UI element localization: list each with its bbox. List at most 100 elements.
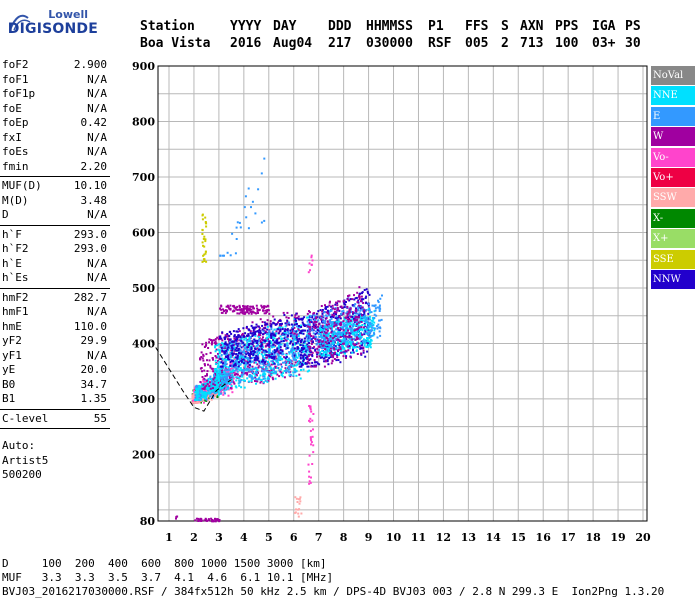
data-point-nne [217,390,220,393]
data-point-vo [308,475,311,478]
data-point-w [259,339,262,342]
data-point-nnw [248,343,251,345]
header-row2-cell: Boa Vista [140,36,211,51]
data-point-nne [345,341,348,344]
data-point-nne [367,307,370,310]
data-point-nne [297,335,300,338]
data-point-nne [318,326,321,329]
data-point-nnw [343,306,346,309]
data-point-nnw [229,361,232,363]
data-point-nnw [333,336,336,339]
data-point-e [330,309,333,312]
data-point-w [325,336,328,339]
data-point-nne [301,344,303,347]
data-point-e [328,346,331,349]
data-point-w [333,358,336,360]
legend-item-ssw: SSW [651,188,695,208]
data-point-w [274,355,277,358]
data-point-nnw [236,330,239,333]
data-point-w [214,517,216,520]
data-point-e [322,338,325,341]
data-point-w [361,306,364,309]
data-point-vo [310,439,313,442]
data-point-nne [203,394,206,397]
data-point-w [212,358,214,361]
data-point-nnw [283,345,286,347]
data-point-ssw [207,394,210,397]
data-point-w [288,360,291,363]
data-point-nne [355,349,358,352]
data-point-vo [233,358,236,361]
data-point-w [210,339,212,341]
data-point-nne [364,324,366,327]
data-point-w [256,363,259,366]
data-point-nnw [219,357,222,360]
data-point-w [280,363,283,366]
data-point-nnw [252,341,255,344]
data-point-w [353,294,355,297]
data-point-w [355,310,358,313]
data-point-w [270,372,273,375]
data-point-nnw [241,358,244,361]
data-point-w [310,340,313,343]
data-point-w [228,307,231,310]
data-point-nne [266,325,269,328]
data-point-e [373,304,376,307]
data-point-w [262,339,264,342]
data-point-w [325,328,328,331]
data-point-nne [212,389,215,392]
data-point-nne [346,325,349,328]
data-point-w [342,320,345,323]
data-point-e [373,313,376,316]
data-point-e [236,221,239,224]
data-point-nnw [253,350,256,353]
data-point-nne [270,342,273,345]
data-point-nnw [226,354,229,357]
data-point-e [369,336,372,339]
data-point-e [245,363,248,366]
data-point-nne [238,384,241,387]
data-point-e [307,349,310,351]
data-point-e [284,370,287,373]
data-point-nne [218,349,221,352]
data-point-w [323,334,326,337]
param-label: hmF2 [2,290,29,304]
data-point-w [232,305,235,308]
data-point-nne [332,321,335,324]
data-point-e [356,312,359,315]
data-point-nne [250,379,253,382]
data-point-nnw [348,344,351,347]
data-point-nne [351,332,354,335]
data-point-nne [335,325,338,328]
data-point-nnw [295,312,298,315]
data-point-nne [287,359,290,362]
data-point-nnw [350,351,353,354]
data-point-w [328,304,331,307]
data-point-nnw [235,336,238,338]
data-point-e [290,364,293,367]
data-point-nnw [319,309,322,312]
data-point-nnw [281,350,284,353]
data-point-nnw [237,347,240,350]
data-point-e [249,339,252,342]
data-point-nne [343,316,346,319]
data-point-nnw [268,342,271,345]
data-point-w [223,310,225,312]
data-point-w [198,518,201,521]
data-point-nne [371,320,374,323]
data-point-nnw [315,361,318,364]
data-point-nne [367,337,370,339]
param-label: foE [2,101,22,115]
data-point-e [319,316,322,319]
param-value: N/A [87,271,107,284]
data-point-e [327,326,330,329]
data-point-e [253,341,256,344]
data-point-nne [196,396,199,399]
param-row: M(D) 3.48 [2,194,107,208]
data-point-nnw [273,356,275,359]
data-point-w [199,358,202,361]
data-point-w [230,376,233,379]
data-point-nne [341,339,344,342]
data-point-nnw [293,347,296,350]
legend-item-e: E [651,106,695,126]
